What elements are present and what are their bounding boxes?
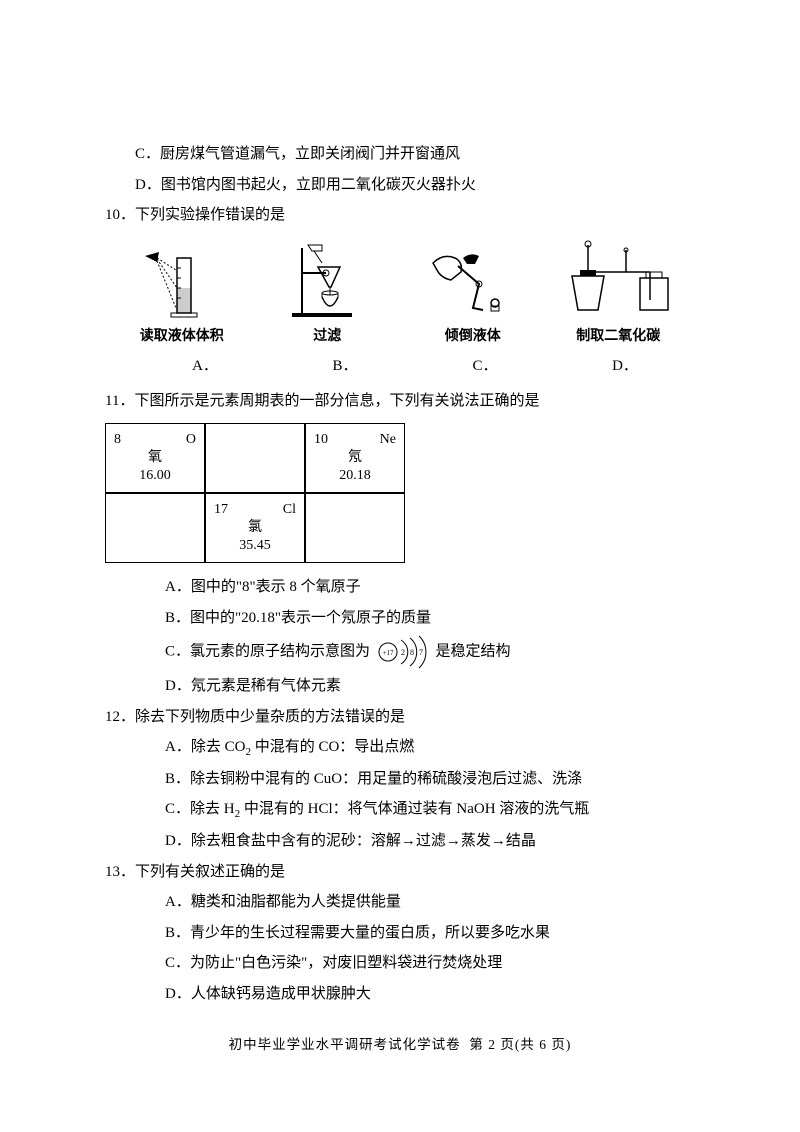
q11-option-c: C．氯元素的原子结构示意图为 +17 2 8 7 是稳定结构 <box>105 634 695 670</box>
q13-option-b: B．青少年的生长过程需要大量的蛋白质，所以要多吃水果 <box>105 919 695 948</box>
svg-text:+17: +17 <box>382 649 393 657</box>
q12-option-b: B．除去铜粉中混有的 CuO：用足量的稀硫酸浸泡后过滤、洗涤 <box>105 765 695 794</box>
page-footer: 初中毕业学业水平调研考试化学试卷 第 2 页(共 6 页) <box>105 1032 695 1058</box>
q10-fig-b: 过滤 <box>255 243 401 351</box>
cell-empty-2 <box>105 493 205 563</box>
q10-fig-d: 制取二氧化碳 <box>546 240 692 351</box>
co2-generation-icon <box>558 240 678 318</box>
q11-option-b: B．图中的"20.18"表示一个氖原子的质量 <box>105 604 695 633</box>
svg-text:2: 2 <box>401 648 405 657</box>
svg-text:7: 7 <box>419 648 423 657</box>
q11-option-a: A．图中的"8"表示 8 个氧原子 <box>105 573 695 602</box>
q10-labels: A． B． C． D． <box>105 352 695 381</box>
q9-option-d: D．图书馆内图书起火，立即用二氧化碳灭火器扑火 <box>105 171 695 200</box>
q10-label-d: D． <box>555 352 695 381</box>
q12-option-d: D．除去粗食盐中含有的泥砂：溶解→过滤→蒸发→结晶 <box>105 827 695 856</box>
periodic-table-fragment: 8O 氧 16.00 10Ne 氖 20.18 17Cl 氯 35.45 <box>105 423 695 563</box>
q10-figures: 读取液体体积 过滤 <box>105 240 695 351</box>
q10-fig-a: 读取液体体积 <box>109 248 255 351</box>
cell-neon: 10Ne 氖 20.18 <box>305 423 405 493</box>
q11-stem: 11．下图所示是元素周期表的一部分信息，下列有关说法正确的是 <box>105 387 695 416</box>
q13-stem: 13．下列有关叙述正确的是 <box>105 858 695 887</box>
cylinder-reading-icon <box>137 248 227 318</box>
q11-option-d: D．氖元素是稀有气体元素 <box>105 672 695 701</box>
cell-oxygen: 8O 氧 16.00 <box>105 423 205 493</box>
atom-structure-icon: +17 2 8 7 <box>376 634 430 670</box>
q10-fig-a-caption: 读取液体体积 <box>140 324 224 351</box>
cell-chlorine: 17Cl 氯 35.45 <box>205 493 305 563</box>
q10-stem: 10．下列实验操作错误的是 <box>105 201 695 230</box>
q12-stem: 12．除去下列物质中少量杂质的方法错误的是 <box>105 703 695 732</box>
q10-fig-d-caption: 制取二氧化碳 <box>576 324 660 351</box>
q9-option-c: C．厨房煤气管道漏气，立即关闭阀门并开窗通风 <box>105 140 695 169</box>
q10-label-c: C． <box>415 352 555 381</box>
q10-fig-c-caption: 倾倒液体 <box>445 324 501 351</box>
q12-option-c: C．除去 H2 中混有的 HCl：将气体通过装有 NaOH 溶液的洗气瓶 <box>105 795 695 825</box>
cell-empty-1 <box>205 423 305 493</box>
pouring-liquid-icon <box>423 248 523 318</box>
svg-text:8: 8 <box>410 648 414 657</box>
cell-empty-3 <box>305 493 405 563</box>
q10-fig-b-caption: 过滤 <box>313 324 341 351</box>
q10-label-b: B． <box>275 352 415 381</box>
filtration-icon <box>282 243 372 318</box>
q13-option-c: C．为防止"白色污染"，对废旧塑料袋进行焚烧处理 <box>105 949 695 978</box>
exam-page: C．厨房煤气管道漏气，立即关闭阀门并开窗通风 D．图书馆内图书起火，立即用二氧化… <box>0 0 800 1118</box>
q13-option-d: D．人体缺钙易造成甲状腺肿大 <box>105 980 695 1009</box>
q12-option-a: A．除去 CO2 中混有的 CO：导出点燃 <box>105 733 695 763</box>
q13-option-a: A．糖类和油脂都能为人类提供能量 <box>105 888 695 917</box>
q10-fig-c: 倾倒液体 <box>400 248 546 351</box>
q10-label-a: A． <box>135 352 275 381</box>
